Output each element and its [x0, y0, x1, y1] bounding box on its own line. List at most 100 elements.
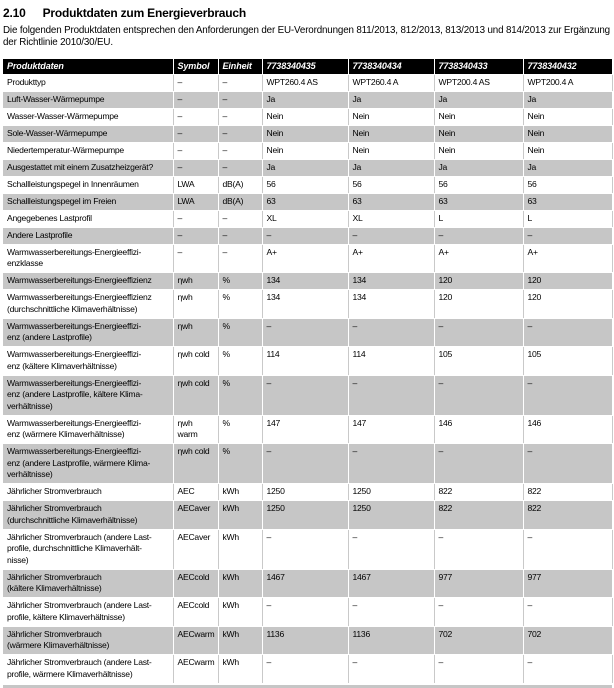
value-cell: 1136: [262, 626, 349, 656]
unit-cell: –: [218, 125, 263, 143]
value-cell: 146: [523, 415, 613, 445]
row-label: Warmwasserbereitungs-Energieeffizi- enz …: [3, 415, 174, 445]
value-cell: 134: [262, 289, 349, 319]
table-row: Ausgestattet mit einem Zusatzheizgerät? –…: [3, 159, 613, 177]
value-cell: 134: [348, 272, 435, 291]
table-row: Schallleistungspegel im Freien LWA dB(A) 63…: [3, 193, 613, 211]
value-cell: 1250: [262, 500, 349, 530]
value-cell: WPT200.4 AS: [434, 74, 524, 92]
unit-cell: kWh: [218, 654, 263, 684]
value-cell: 114: [262, 346, 349, 376]
value-cell: 822: [523, 500, 613, 530]
symbol-cell: LWA: [173, 193, 219, 211]
table-header-row: Produktdaten Symbol Einheit 7738340435 77383…: [3, 58, 612, 75]
value-cell: Ja: [262, 159, 349, 177]
row-label: Jährlicher Stromverbrauch: [3, 483, 174, 502]
row-label: Ausgestattet mit einem Zusatzheizgerät?: [3, 159, 174, 177]
value-cell: –: [262, 597, 349, 627]
value-cell: –: [523, 318, 613, 348]
unit-cell: kWh: [218, 500, 263, 530]
unit-cell: %: [218, 415, 263, 445]
intro-text: Die folgenden Produktdaten entsprechen d…: [3, 25, 610, 49]
value-cell: –: [434, 318, 524, 348]
value-cell: Ja: [523, 91, 613, 109]
symbol-cell: –: [173, 142, 219, 160]
column-header: Symbol: [173, 58, 219, 75]
value-cell: WPT200.4 A: [523, 74, 613, 92]
table-row: Jährlicher Stromverbrauch (andere Last- …: [3, 597, 613, 627]
value-cell: –: [434, 443, 524, 485]
row-label: Sole-Wasser-Wärmepumpe: [3, 125, 174, 143]
table-row: Warmwasserbereitungs-Energieeffizi- enz …: [3, 443, 613, 485]
unit-cell: %: [218, 318, 263, 348]
table-row: Angegebenes Lastprofil – – XL XL L L: [3, 210, 613, 228]
value-cell: Ja: [348, 91, 435, 109]
row-label: Warmwasserbereitungs-Energieeffizienz (d…: [3, 289, 174, 319]
table-row: Warmwasserbereitungs-Energieeffizienz (d…: [3, 289, 613, 319]
value-cell: Ja: [262, 91, 349, 109]
row-label: Niedertemperatur-Wärmepumpe: [3, 142, 174, 160]
table-header: Produktdaten Symbol Einheit 7738340435 77383…: [3, 58, 612, 75]
value-cell: –: [434, 529, 524, 570]
unit-cell: %: [218, 346, 263, 376]
value-cell: L: [434, 210, 524, 228]
value-cell: Nein: [434, 125, 524, 143]
value-cell: Ja: [434, 91, 524, 109]
table-bottom-rule: [3, 684, 612, 688]
symbol-cell: –: [173, 210, 219, 228]
value-cell: Nein: [523, 108, 613, 126]
table-row: Andere Lastprofile – – – – – –: [3, 227, 613, 245]
symbol-cell: ηwh warm: [173, 415, 219, 445]
section-heading: 2.10 Produktdaten zum Energieverbrauch: [3, 6, 612, 20]
unit-cell: –: [218, 142, 263, 160]
value-cell: –: [434, 227, 524, 245]
unit-cell: –: [218, 91, 263, 109]
symbol-cell: ηwh: [173, 272, 219, 291]
row-label: Andere Lastprofile: [3, 227, 174, 245]
value-cell: Ja: [348, 159, 435, 177]
unit-cell: %: [218, 375, 263, 416]
value-cell: 1250: [348, 483, 435, 502]
value-cell: –: [348, 443, 435, 485]
symbol-cell: ηwh: [173, 318, 219, 348]
value-cell: Nein: [434, 142, 524, 160]
value-cell: 1467: [262, 569, 349, 599]
row-label: Jährlicher Stromverbrauch (wärmere Klima…: [3, 626, 174, 656]
unit-cell: %: [218, 272, 263, 291]
value-cell: WPT260.4 A: [348, 74, 435, 92]
value-cell: Ja: [434, 159, 524, 177]
unit-cell: –: [218, 227, 263, 245]
value-cell: –: [348, 529, 435, 570]
value-cell: 147: [348, 415, 435, 445]
value-cell: A+: [348, 244, 435, 274]
value-cell: –: [523, 654, 613, 684]
value-cell: 1136: [348, 626, 435, 656]
value-cell: –: [348, 597, 435, 627]
value-cell: Nein: [348, 108, 435, 126]
value-cell: 120: [523, 272, 613, 291]
value-cell: 134: [262, 272, 349, 291]
unit-cell: –: [218, 244, 263, 274]
table-row: Warmwasserbereitungs-Energieeffizi- enz …: [3, 375, 613, 416]
row-label: Jährlicher Stromverbrauch (kältere Klima…: [3, 569, 174, 599]
symbol-cell: AECaver: [173, 500, 219, 530]
column-header: Einheit: [218, 58, 263, 75]
table-row: Jährlicher Stromverbrauch (durchschnittl…: [3, 500, 613, 530]
symbol-cell: AECaver: [173, 529, 219, 570]
row-label: Warmwasserbereitungs-Energieeffizi- enz …: [3, 443, 174, 485]
row-label: Warmwasserbereitungs-Energieeffizi- enz …: [3, 375, 174, 416]
symbol-cell: AECwarm: [173, 654, 219, 684]
table-row: Produkttyp – – WPT260.4 AS WPT260.4 A WPT200.…: [3, 74, 613, 92]
row-label: Schallleistungspegel im Freien: [3, 193, 174, 211]
table-row: Niedertemperatur-Wärmepumpe – – Nein Nein Nei…: [3, 142, 613, 160]
symbol-cell: AEC: [173, 483, 219, 502]
value-cell: 56: [523, 176, 613, 194]
value-cell: –: [434, 597, 524, 627]
value-cell: –: [262, 443, 349, 485]
value-cell: 63: [523, 193, 613, 211]
unit-cell: –: [218, 159, 263, 177]
symbol-cell: –: [173, 108, 219, 126]
value-cell: 56: [262, 176, 349, 194]
value-cell: L: [523, 210, 613, 228]
value-cell: 114: [348, 346, 435, 376]
